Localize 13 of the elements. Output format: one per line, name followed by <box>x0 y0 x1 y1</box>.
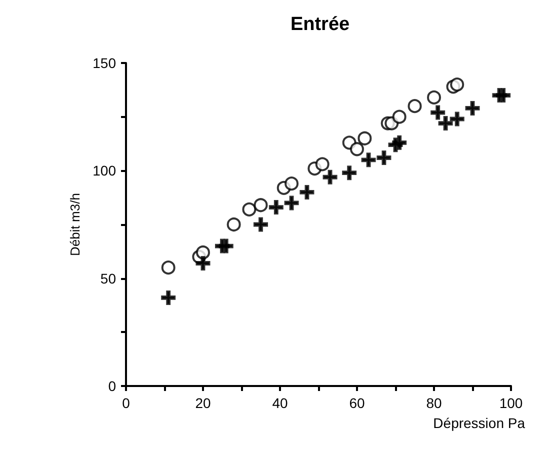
y-tick-label: 100 <box>92 162 116 179</box>
y-tick-label: 50 <box>100 270 116 286</box>
x-axis-title: Dépression Pa <box>433 415 526 431</box>
x-tick-label: 80 <box>426 395 442 411</box>
y-tick-label: 0 <box>108 378 116 394</box>
y-axis-title: Débit m3/h <box>68 193 83 256</box>
x-tick-label: 60 <box>349 395 365 411</box>
x-tick-label: 20 <box>195 395 211 411</box>
chart-title: Entrée <box>290 14 350 35</box>
x-tick-label: 40 <box>272 395 288 411</box>
x-tick-label: 0 <box>122 395 130 411</box>
y-tick-label: 150 <box>92 55 116 71</box>
x-tick-label: 100 <box>499 395 523 411</box>
